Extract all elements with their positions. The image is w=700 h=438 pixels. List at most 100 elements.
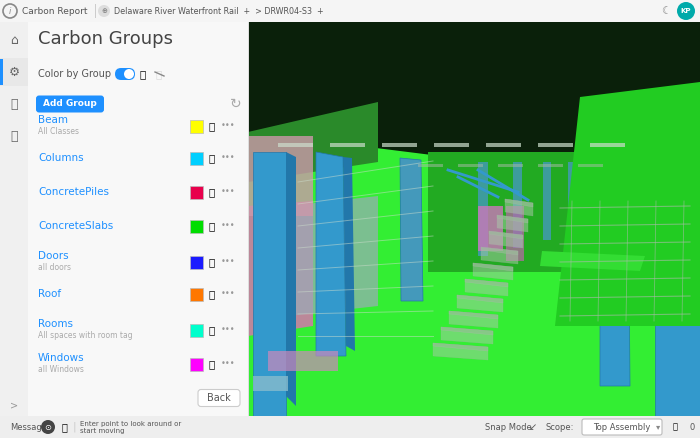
FancyBboxPatch shape — [582, 419, 662, 435]
Polygon shape — [288, 196, 378, 316]
Text: Carbon Report: Carbon Report — [22, 7, 88, 15]
Bar — [190, 120, 203, 133]
Text: ☾: ☾ — [661, 6, 671, 16]
Circle shape — [677, 2, 695, 20]
Text: •••: ••• — [220, 290, 235, 299]
Bar — [478, 206, 503, 251]
Circle shape — [41, 420, 55, 434]
Text: Carbon Groups: Carbon Groups — [38, 30, 173, 48]
Text: Top Assembly: Top Assembly — [594, 423, 651, 431]
Polygon shape — [497, 215, 528, 232]
Bar — [253, 376, 288, 391]
Text: Scope:: Scope: — [545, 423, 573, 431]
Polygon shape — [286, 152, 296, 406]
Bar — [0, 0, 700, 22]
Polygon shape — [400, 158, 423, 301]
Text: 👁: 👁 — [209, 359, 215, 369]
Text: 👁: 👁 — [140, 69, 146, 79]
Text: Roof: Roof — [38, 289, 61, 299]
Bar — [190, 220, 203, 233]
Bar — [498, 164, 523, 167]
Bar — [248, 22, 700, 416]
Text: Doors: Doors — [38, 251, 69, 261]
FancyBboxPatch shape — [36, 95, 104, 113]
Polygon shape — [449, 311, 498, 319]
Polygon shape — [433, 343, 488, 360]
Text: all Windows: all Windows — [38, 365, 84, 374]
Bar — [33, 152, 243, 153]
Bar — [248, 142, 700, 416]
Bar — [190, 358, 203, 371]
Bar — [33, 254, 243, 255]
Text: 👁: 👁 — [209, 221, 215, 231]
Polygon shape — [253, 152, 286, 416]
Text: 👁: 👁 — [209, 257, 215, 267]
Bar — [578, 164, 603, 167]
Bar — [538, 143, 573, 147]
Text: 👁: 👁 — [209, 325, 215, 335]
Polygon shape — [489, 231, 523, 239]
Polygon shape — [433, 343, 488, 351]
Text: •••: ••• — [220, 222, 235, 230]
Text: ConcretePiles: ConcretePiles — [38, 187, 109, 197]
Polygon shape — [505, 199, 533, 207]
Text: 🚶: 🚶 — [61, 422, 67, 432]
Bar — [486, 143, 521, 147]
Bar — [33, 86, 243, 87]
Text: 👁: 👁 — [209, 187, 215, 197]
Polygon shape — [465, 279, 508, 296]
Text: ↙: ↙ — [529, 422, 537, 432]
Polygon shape — [473, 263, 513, 271]
Bar — [28, 22, 248, 416]
Text: start moving: start moving — [80, 428, 125, 434]
FancyBboxPatch shape — [115, 68, 135, 80]
Text: All spaces with room tag: All spaces with room tag — [38, 332, 132, 340]
Bar — [278, 143, 313, 147]
Bar — [190, 186, 203, 199]
Bar — [458, 164, 483, 167]
Polygon shape — [457, 295, 503, 303]
Polygon shape — [600, 122, 630, 386]
Bar — [538, 164, 563, 167]
Circle shape — [98, 5, 110, 17]
Text: ⌂: ⌂ — [10, 33, 18, 46]
Text: 👁: 👁 — [209, 121, 215, 131]
Text: Color by Group: Color by Group — [38, 69, 111, 79]
Text: ConcreteSlabs: ConcreteSlabs — [38, 221, 113, 231]
Text: 👁: 👁 — [209, 289, 215, 299]
Text: ▾: ▾ — [656, 423, 660, 431]
Text: 👁: 👁 — [209, 153, 215, 163]
Bar — [478, 162, 488, 256]
Text: ⊕: ⊕ — [101, 8, 107, 14]
Bar — [428, 152, 700, 272]
Text: Beam: Beam — [38, 115, 68, 125]
Bar — [434, 143, 469, 147]
Bar — [190, 152, 203, 165]
Polygon shape — [473, 263, 513, 280]
Text: Delaware River Waterfront Rail  +  > DRWR04-S3  +: Delaware River Waterfront Rail + > DRWR0… — [114, 7, 323, 15]
Text: •••: ••• — [220, 121, 235, 131]
Text: 🏢: 🏢 — [10, 130, 18, 142]
Text: All Classes: All Classes — [38, 127, 79, 137]
Polygon shape — [489, 231, 523, 248]
Text: all doors: all doors — [38, 264, 71, 272]
Text: ⊙: ⊙ — [45, 423, 52, 431]
Text: Back: Back — [207, 393, 231, 403]
Polygon shape — [505, 199, 533, 216]
Text: ⚙: ⚙ — [8, 66, 20, 78]
Polygon shape — [441, 327, 493, 344]
Bar — [190, 288, 203, 301]
Bar — [190, 256, 203, 269]
Text: Messages: Messages — [10, 423, 51, 431]
Bar — [0, 416, 700, 438]
Text: •••: ••• — [220, 187, 235, 197]
Bar — [590, 143, 625, 147]
Text: 👁: 👁 — [156, 69, 162, 79]
Polygon shape — [481, 247, 518, 255]
Polygon shape — [555, 82, 700, 326]
Text: Snap Mode: Snap Mode — [485, 423, 532, 431]
Bar — [513, 162, 522, 248]
Polygon shape — [449, 311, 498, 328]
Polygon shape — [465, 279, 508, 287]
Text: 0: 0 — [690, 423, 694, 431]
